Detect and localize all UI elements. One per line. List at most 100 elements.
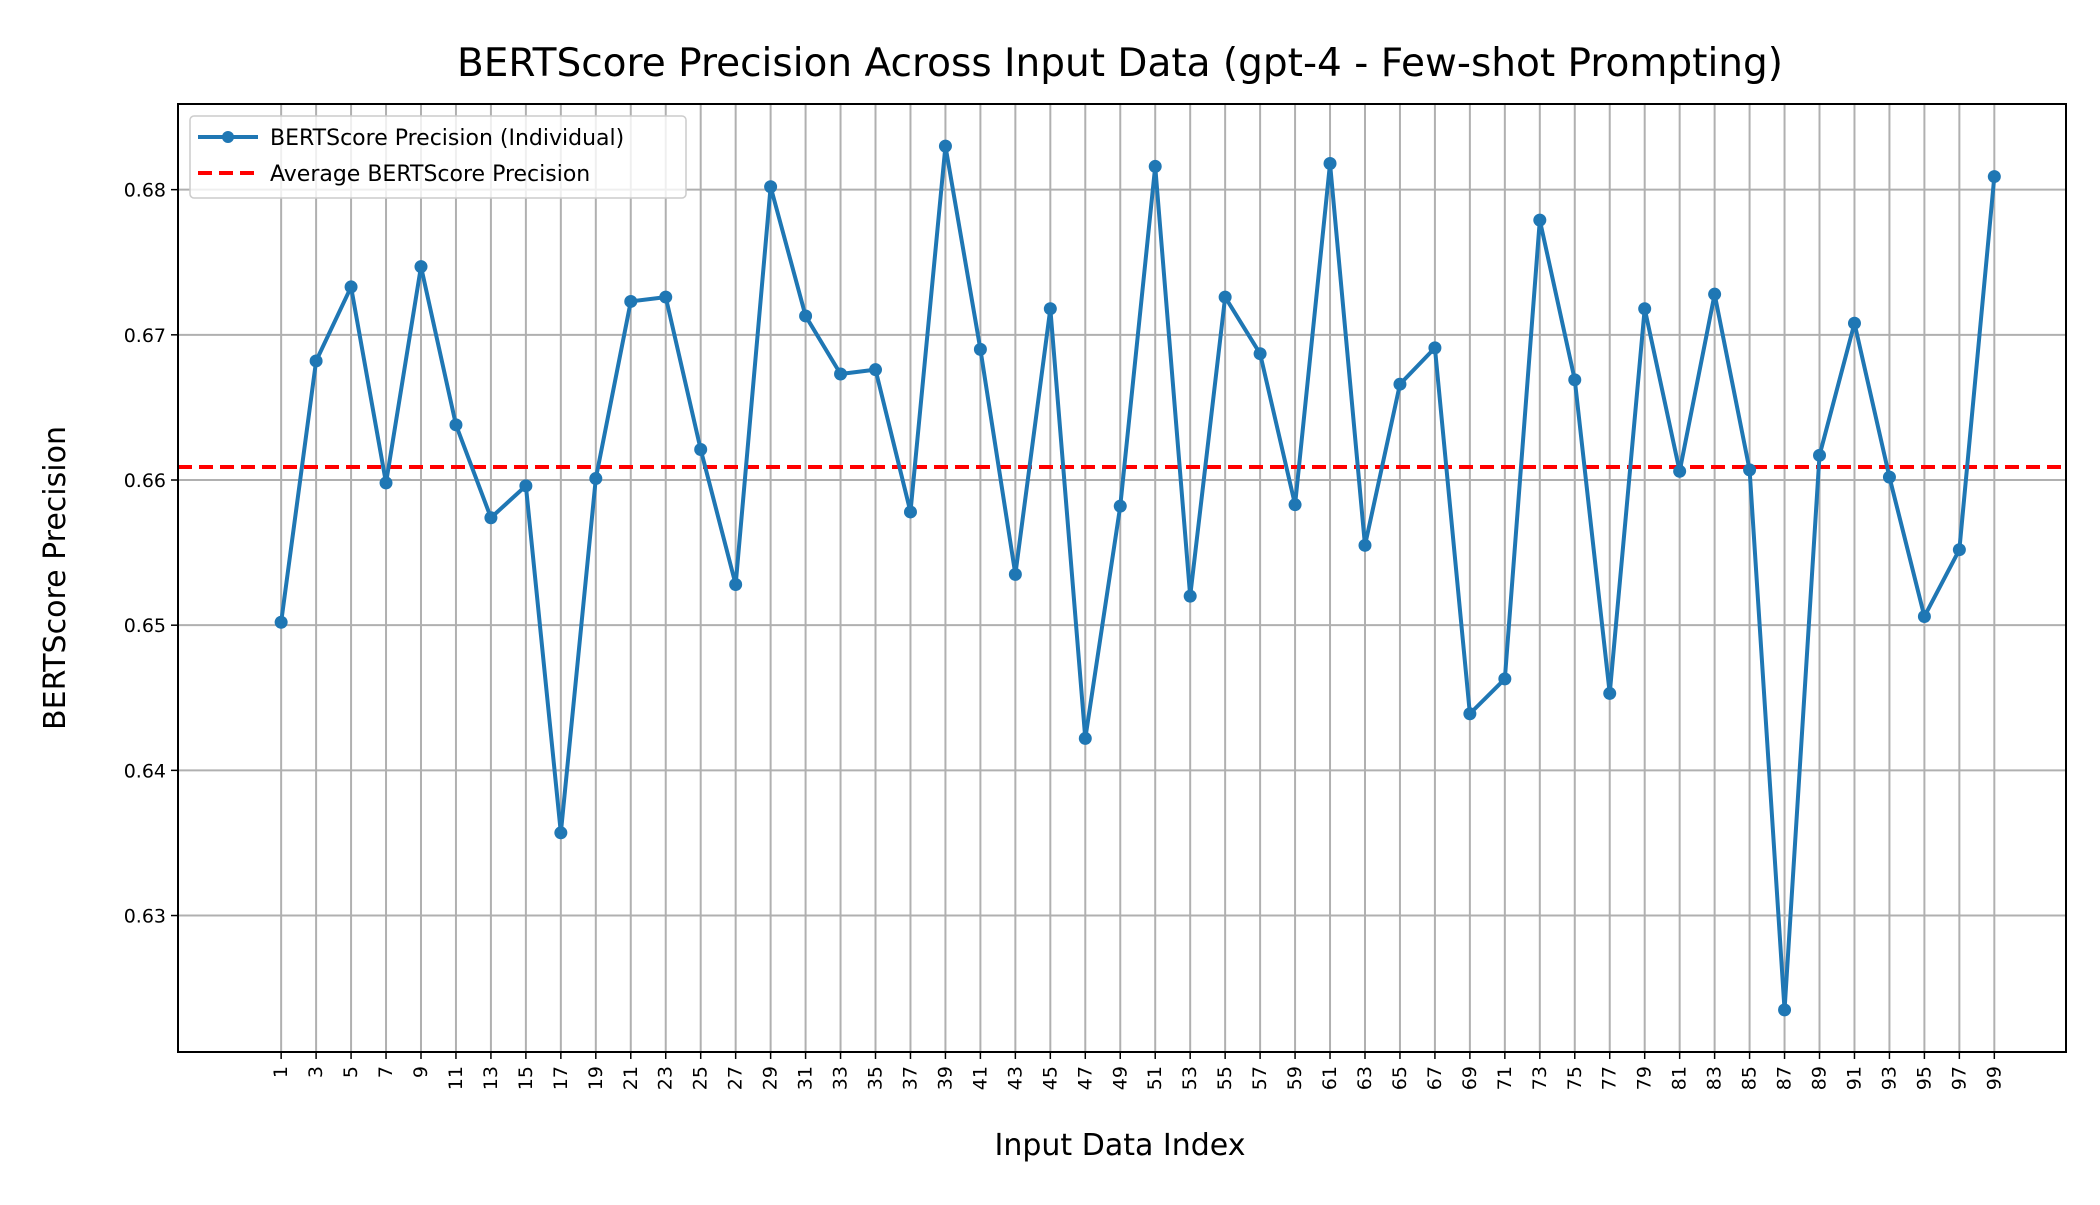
data-point — [1113, 499, 1127, 513]
data-point — [694, 443, 708, 457]
x-tick-label: 93 — [1878, 1066, 1900, 1090]
data-point — [624, 294, 638, 308]
x-tick-label: 17 — [550, 1066, 572, 1090]
data-point — [1533, 213, 1547, 227]
legend-marker-individual — [222, 131, 234, 143]
x-tick-label: 79 — [1634, 1066, 1656, 1090]
x-tick-label: 55 — [1214, 1066, 1236, 1090]
legend: BERTScore Precision (Individual) Average… — [189, 115, 687, 199]
data-point — [1952, 543, 1966, 557]
data-point — [309, 354, 323, 368]
x-tick-label: 89 — [1809, 1066, 1831, 1090]
x-tick-label: 67 — [1424, 1066, 1446, 1090]
data-point — [1673, 464, 1687, 478]
data-point — [1498, 672, 1512, 686]
data-point — [414, 260, 428, 274]
x-tick-label: 75 — [1564, 1066, 1586, 1090]
x-tick-label: 73 — [1529, 1066, 1551, 1090]
x-tick-label: 43 — [1004, 1066, 1026, 1090]
x-tick-label: 97 — [1948, 1066, 1970, 1090]
x-tick-label: 65 — [1389, 1066, 1411, 1090]
data-point — [589, 472, 603, 486]
x-tick-label: 57 — [1249, 1066, 1271, 1090]
x-tick-label: 15 — [515, 1066, 537, 1090]
x-tick-label: 1 — [270, 1066, 292, 1078]
data-point — [484, 511, 498, 525]
x-tick-label: 77 — [1599, 1066, 1621, 1090]
x-tick-label: 33 — [830, 1066, 852, 1090]
x-tick-label: 19 — [585, 1066, 607, 1090]
data-point — [1917, 609, 1931, 623]
x-tick-label: 61 — [1319, 1066, 1341, 1090]
x-tick-label: 7 — [375, 1066, 397, 1078]
legend-label-average: Average BERTScore Precision — [270, 162, 590, 187]
series-layer — [274, 139, 2001, 1017]
data-point — [274, 615, 288, 629]
x-tick-label: 99 — [1983, 1066, 2005, 1090]
x-tick-label: 37 — [899, 1066, 921, 1090]
data-point — [834, 367, 848, 381]
x-tick-label: 87 — [1774, 1066, 1796, 1090]
data-point — [1008, 567, 1022, 581]
x-tick-label: 39 — [934, 1066, 956, 1090]
data-point — [1463, 707, 1477, 721]
x-axis-label: Input Data Index — [995, 1128, 1246, 1163]
plot-area-frame — [177, 103, 2067, 1053]
x-tick-label: 9 — [410, 1066, 432, 1078]
data-point — [1183, 589, 1197, 603]
x-tick-label: 31 — [795, 1066, 817, 1090]
x-tick-label: 49 — [1109, 1066, 1131, 1090]
y-tick-label: 0.66 — [124, 470, 166, 492]
data-point — [1148, 159, 1162, 173]
data-point — [1078, 731, 1092, 745]
data-point — [903, 505, 917, 519]
data-point — [1288, 498, 1302, 512]
x-tick-label: 71 — [1494, 1066, 1516, 1090]
x-tick-label: 13 — [480, 1066, 502, 1090]
chart-title: BERTScore Precision Across Input Data (g… — [457, 41, 1783, 86]
x-tick-label: 27 — [725, 1066, 747, 1090]
data-point — [554, 826, 568, 840]
data-point — [1358, 538, 1372, 552]
x-tick-label: 81 — [1669, 1066, 1691, 1090]
x-tick-label: 83 — [1704, 1066, 1726, 1090]
data-point — [449, 418, 463, 432]
x-tick-label: 45 — [1039, 1066, 1061, 1090]
x-tick-label: 23 — [655, 1066, 677, 1090]
data-point — [1987, 170, 2001, 184]
data-point — [729, 578, 743, 592]
data-point — [1813, 448, 1827, 462]
x-tick-label: 95 — [1913, 1066, 1935, 1090]
data-point — [1253, 347, 1267, 361]
data-point — [344, 280, 358, 294]
x-tick-label: 5 — [340, 1066, 362, 1078]
x-tick-label: 91 — [1843, 1066, 1865, 1090]
x-tick-label: 21 — [620, 1066, 642, 1090]
data-point — [1568, 373, 1582, 387]
data-point — [659, 290, 673, 304]
y-tick-label: 0.67 — [124, 325, 166, 347]
data-point — [799, 309, 813, 323]
data-point — [869, 363, 883, 377]
data-point — [1882, 470, 1896, 484]
data-point — [764, 180, 778, 194]
data-point — [1778, 1003, 1792, 1017]
y-tick-label: 0.63 — [124, 906, 166, 928]
x-tick-label: 29 — [760, 1066, 782, 1090]
y-tick-label: 0.64 — [124, 760, 166, 782]
x-tick-label: 69 — [1459, 1066, 1481, 1090]
data-point — [1603, 686, 1617, 700]
data-point — [1043, 302, 1057, 316]
y-tick-label: 0.68 — [124, 180, 166, 202]
y-axis-label: BERTScore Precision — [38, 426, 73, 730]
x-tick-label: 59 — [1284, 1066, 1306, 1090]
x-tick-label: 47 — [1074, 1066, 1096, 1090]
data-point — [1323, 157, 1337, 171]
x-axis-ticks: 1 3 5 7 9 11 13 15 17 19 21 23 25 27 29 31 33 35 37 39 41 43 4… — [270, 1052, 2005, 1090]
x-tick-label: 41 — [969, 1066, 991, 1090]
y-tick-label: 0.65 — [124, 615, 166, 637]
x-tick-label: 53 — [1179, 1066, 1201, 1090]
data-point — [938, 139, 952, 153]
